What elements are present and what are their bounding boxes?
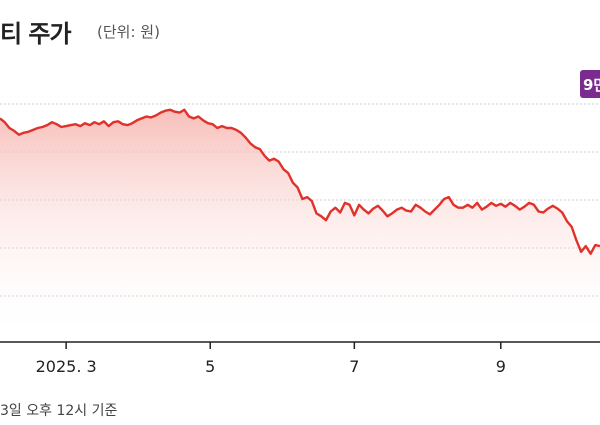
price-badge: 9만 [580, 70, 600, 98]
x-tick-label: 2025. 3 [36, 357, 97, 376]
x-tick-label: 5 [205, 357, 215, 376]
price-line [0, 108, 600, 255]
price-area-fill [0, 109, 600, 342]
footnote: 3일 오후 12시 기준 [0, 403, 118, 419]
unit-label: (단위: 원) [97, 23, 160, 41]
x-tick-label: 9 [496, 357, 506, 376]
x-tick-label: 7 [349, 357, 359, 376]
chart-title: 티 주가 [0, 20, 72, 48]
price-badge-label: 9만 [583, 76, 600, 94]
